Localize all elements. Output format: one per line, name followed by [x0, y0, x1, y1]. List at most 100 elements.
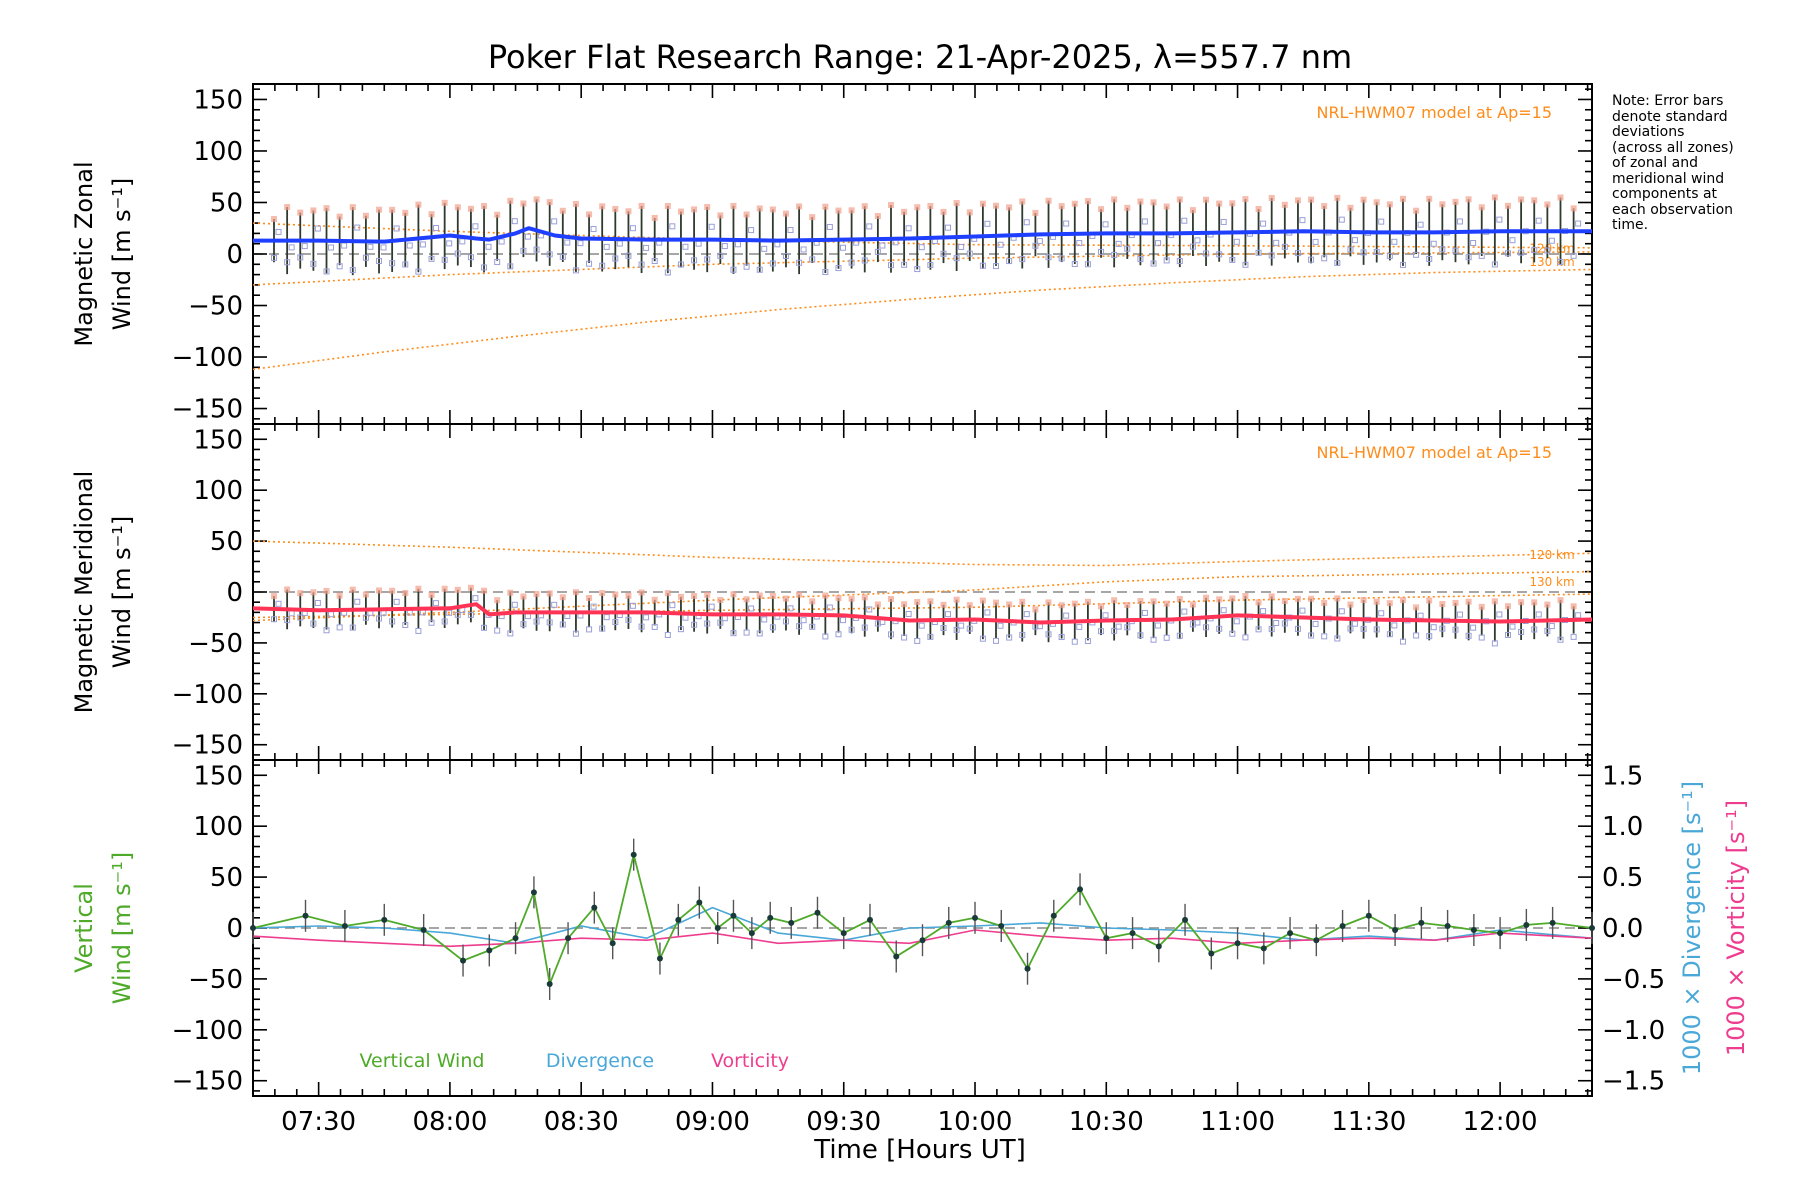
zone-point	[1575, 220, 1582, 227]
zone-point	[1535, 611, 1542, 618]
zone-point	[1255, 206, 1262, 213]
zone-point	[1150, 598, 1157, 605]
zone-point	[1281, 597, 1288, 604]
zone-point	[651, 257, 658, 264]
zone-point	[433, 600, 440, 607]
zone-point	[336, 624, 343, 631]
zone-point	[441, 585, 448, 592]
vertical-wind-point	[1549, 919, 1556, 926]
zone-point	[629, 225, 636, 232]
zone-point	[533, 246, 540, 253]
vertical-wind-point	[1365, 912, 1372, 919]
zone-point	[603, 614, 610, 621]
zone-point	[402, 209, 409, 216]
zone-point	[953, 626, 960, 633]
y-tick-label: −150	[172, 731, 243, 761]
zone-point	[1496, 611, 1503, 618]
y2-tick-label: −1.0	[1602, 1016, 1665, 1046]
zone-point	[730, 591, 737, 598]
zone-point	[730, 202, 737, 209]
legend-entry: Vorticity	[711, 1050, 789, 1072]
zone-point	[730, 266, 737, 273]
model-curve	[252, 251, 1593, 286]
zone-point	[848, 626, 855, 633]
zone-point	[1373, 626, 1380, 633]
zone-point	[415, 268, 422, 275]
zone-point	[979, 597, 986, 604]
vertical-wind-point	[972, 914, 979, 921]
zone-point	[559, 594, 566, 601]
zone-point	[284, 204, 291, 211]
zone-point	[1518, 629, 1525, 636]
zone-point	[787, 605, 794, 612]
zone-point	[1413, 251, 1420, 258]
zone-point	[546, 251, 553, 258]
zone-point	[708, 603, 715, 610]
zone-point	[297, 590, 304, 597]
vertical-wind-point	[486, 947, 493, 954]
zone-point	[1417, 612, 1424, 619]
zone-point	[848, 259, 855, 266]
zone-point	[524, 233, 531, 240]
zone-point	[349, 267, 356, 274]
zone-point	[1098, 206, 1105, 213]
zone-point	[533, 618, 540, 625]
zone-point	[1518, 196, 1525, 203]
zone-point	[643, 614, 650, 621]
zone-point	[1098, 603, 1105, 610]
zone-point	[1391, 622, 1398, 629]
vertical-wind-point	[565, 935, 572, 942]
zone-point	[459, 238, 466, 245]
zone-point	[393, 598, 400, 605]
zone-point	[691, 592, 698, 599]
y-tick-label: 100	[193, 812, 243, 842]
zone-point	[1430, 240, 1437, 247]
zone-point	[651, 596, 658, 603]
zone-point	[284, 617, 291, 624]
zone-point	[406, 242, 413, 249]
zone-point	[1321, 599, 1328, 606]
zone-point	[362, 614, 369, 621]
model-label: NRL-HWM07 model at Ap=15	[1316, 443, 1552, 462]
zone-point	[979, 200, 986, 207]
zone-point	[481, 624, 488, 631]
zone-point	[940, 625, 947, 632]
zone-point	[1163, 634, 1170, 641]
zone-point	[1203, 250, 1210, 257]
zone-point	[993, 263, 1000, 270]
zone-point	[546, 619, 553, 626]
zone-point	[1006, 258, 1013, 265]
zone-point	[572, 200, 579, 207]
zone-point	[441, 256, 448, 263]
zone-point	[362, 254, 369, 261]
zone-point	[341, 242, 348, 249]
vertical-wind-point	[546, 981, 553, 987]
zone-point	[914, 637, 921, 644]
zone-point	[664, 269, 671, 276]
vertical-wind-point	[788, 919, 795, 926]
legend-entry: Vertical Wind	[360, 1050, 485, 1072]
zone-point	[297, 209, 304, 216]
zone-point	[1115, 623, 1122, 630]
zone-point	[914, 266, 921, 273]
zone-point	[577, 240, 584, 247]
zone-point	[826, 604, 833, 611]
panel-vertical: 150 100 50 0 −50 −100 −150 Vertical Wind [m s⁻¹]…	[70, 759, 1750, 1097]
zone-point	[1351, 620, 1358, 627]
zone-point	[1189, 243, 1196, 250]
vorticity-axis-label: 1000 × Vorticity [s⁻¹]	[1722, 800, 1750, 1056]
zone-point	[323, 205, 330, 212]
zone-point	[704, 620, 711, 627]
zone-point	[1544, 201, 1551, 208]
zone-point	[1439, 625, 1446, 632]
note-line: denote standard	[1612, 108, 1728, 125]
zone-point	[419, 241, 426, 248]
zone-point	[1334, 635, 1341, 642]
zone-point	[682, 243, 689, 250]
zone-point	[1045, 599, 1052, 606]
zone-point	[1189, 207, 1196, 214]
zone-point	[743, 211, 750, 218]
zone-point	[1294, 197, 1301, 204]
zone-point	[498, 238, 505, 245]
zone-point	[310, 207, 317, 214]
